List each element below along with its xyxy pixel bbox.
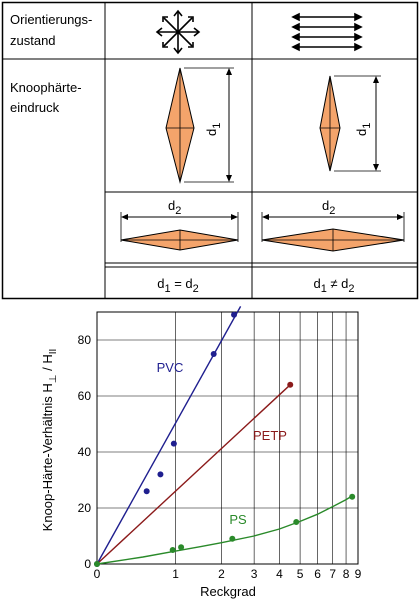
x-tick-label: 4 [276, 567, 283, 581]
data-point-ps [349, 493, 356, 500]
d2-label-right: d2 [322, 198, 335, 217]
data-point-pvc [143, 488, 150, 495]
equation-equal: d1 = d2 [157, 276, 199, 295]
svg-text:d1: d1 [354, 123, 373, 136]
x-tick-label: 0 [94, 567, 101, 581]
series-line-ps [96, 494, 354, 565]
x-tick-label: 2 [218, 567, 225, 581]
data-point-ps [229, 535, 236, 542]
chart-series: PVC PETP PS [94, 306, 356, 567]
data-point-pvc [170, 440, 177, 447]
y-tick-label: 60 [78, 389, 92, 403]
series-label-ps: PS [229, 512, 247, 527]
series-line-pvc [96, 306, 242, 565]
indent-wide-right [261, 212, 405, 252]
series-label-petp: PETP [253, 428, 287, 443]
d1-label-right: d1 [354, 123, 373, 136]
y-axis-label: Knoop-Härte-Verhältnis H⊥ / HII [40, 349, 59, 532]
x-tick-label: 1 [172, 567, 179, 581]
data-point-ps [169, 547, 176, 553]
row2-label-line1: Knoophärte- [10, 80, 82, 95]
indent-short-right [319, 75, 381, 172]
row2-label-line2: eindruck [10, 100, 60, 115]
x-tick-label: 5 [297, 567, 304, 581]
x-tick-label: 6 [314, 567, 321, 581]
x-tick-label: 9 [355, 567, 362, 581]
data-point-petp [287, 381, 294, 388]
row1-label-line2: zustand [10, 33, 56, 48]
series-label-pvc: PVC [157, 360, 184, 375]
data-point-pvc [210, 351, 217, 357]
y-tick-label: 80 [78, 333, 92, 347]
d2-label-left: d2 [168, 198, 181, 217]
x-tick-label: 3 [251, 567, 258, 581]
equation-unequal: d1 ≠ d2 [313, 276, 354, 295]
y-tick-label: 20 [78, 501, 92, 515]
hardness-ratio-chart: 0 1 2 3 4 5 6 7 8 9 0 20 40 60 80 PVC PETP PS [78, 306, 362, 581]
x-tick-label: 8 [343, 567, 350, 581]
data-point-ps [293, 519, 300, 525]
isotropic-star-icon [155, 9, 201, 55]
oriented-arrows-icon [291, 12, 363, 52]
data-point-pvc [231, 311, 238, 318]
indent-tall-left [165, 67, 234, 184]
x-axis-label: Reckgrad [200, 584, 256, 599]
orientation-table [1, 1, 419, 300]
x-tick-label: 7 [329, 567, 336, 581]
series-line-petp [96, 384, 291, 565]
data-point-ps [178, 544, 185, 551]
table-border [1, 1, 419, 300]
data-point-ps [94, 561, 100, 567]
d1-label-left: d1 [204, 123, 223, 136]
y-tick-label: 40 [78, 445, 92, 459]
indent-wide-left [120, 212, 239, 251]
y-tick-label: 0 [84, 557, 91, 571]
plot-frame [96, 311, 359, 565]
row1-label-line1: Orientierungs- [10, 12, 92, 27]
svg-text:d1: d1 [204, 123, 223, 136]
chart-ticks: 0 1 2 3 4 5 6 7 8 9 0 20 40 60 80 [78, 333, 362, 581]
data-point-pvc [157, 471, 164, 478]
chart-grid [96, 311, 359, 565]
